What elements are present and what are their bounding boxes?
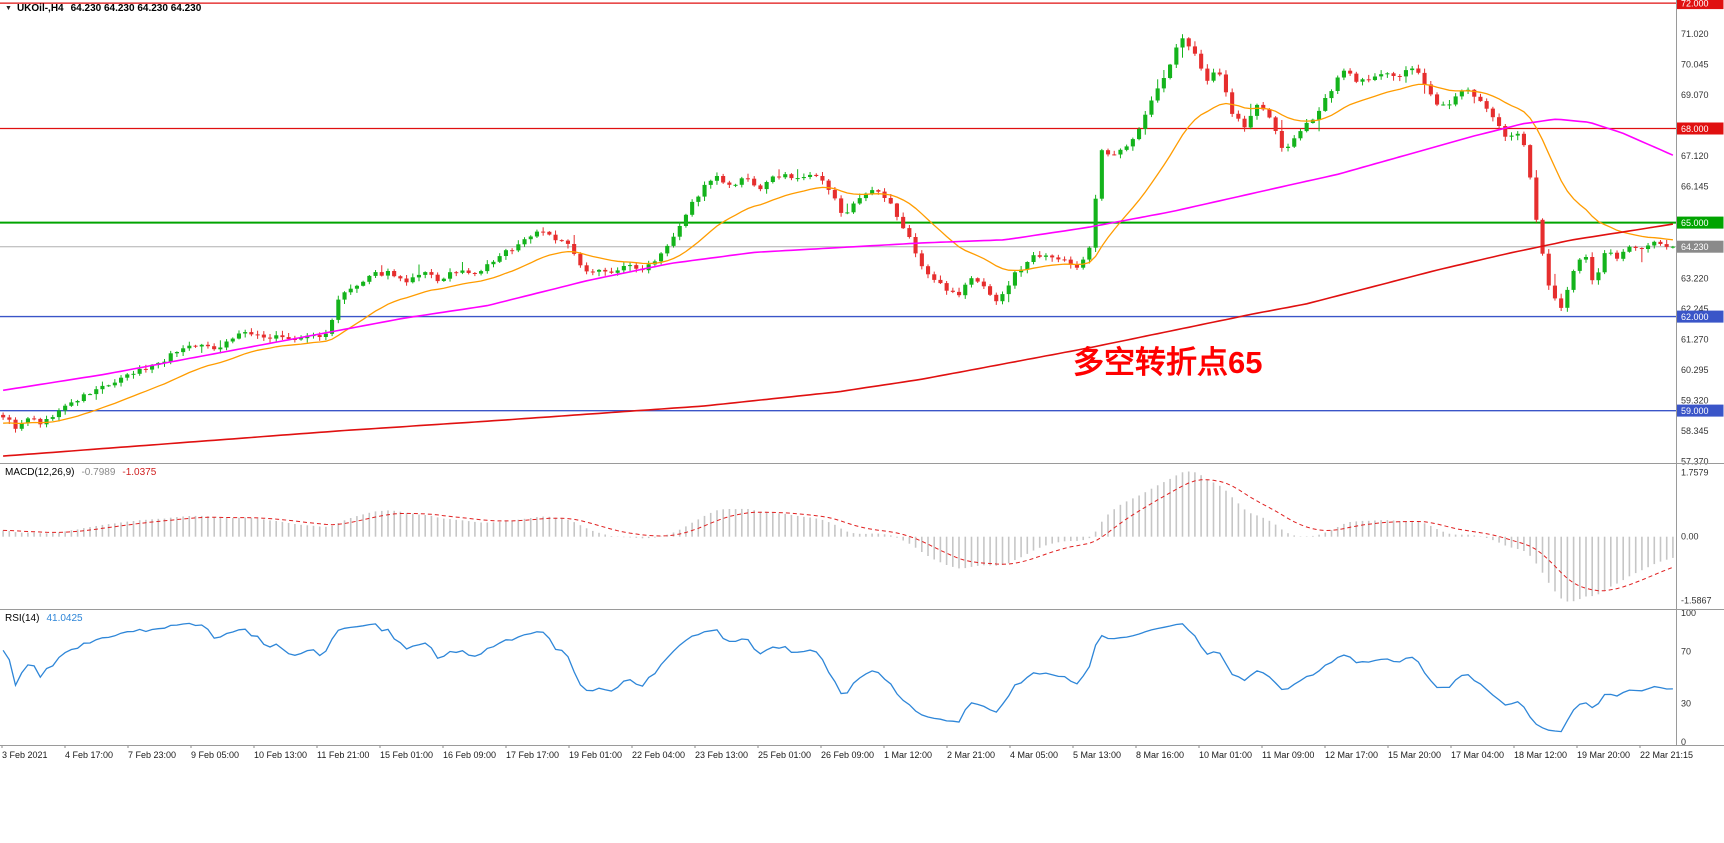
svg-text:1 Mar 12:00: 1 Mar 12:00	[884, 750, 932, 760]
time-axis-labels: 3 Feb 2021 4 Feb 17:00 7 Feb 23:00 9 Feb 05…	[1, 745, 1693, 760]
macd-histogram	[2, 471, 1674, 602]
price-badge-65.000	[1676, 216, 1724, 229]
panel-divider-time[interactable]	[0, 745, 1724, 746]
svg-text:63.220: 63.220	[1681, 273, 1709, 283]
svg-text:69.070: 69.070	[1681, 90, 1709, 100]
svg-text:70.045: 70.045	[1681, 59, 1709, 69]
svg-text:0: 0	[1681, 737, 1686, 747]
ma-medium-line	[2, 118, 1674, 392]
svg-text:65.000: 65.000	[1681, 218, 1709, 228]
price-badge-59.000	[1676, 404, 1724, 417]
svg-text:59.320: 59.320	[1681, 396, 1709, 406]
price-badge-72.000	[1676, 0, 1724, 10]
ohlc-values: 64.230 64.230 64.230 64.230	[70, 3, 202, 14]
annotation-text[interactable]: 多空转折点65	[1073, 345, 1263, 380]
svg-text:70: 70	[1681, 647, 1691, 657]
svg-text:7 Feb 23:00: 7 Feb 23:00	[128, 750, 176, 760]
macd-main-value: -0.7989	[81, 467, 116, 478]
svg-text:60.295: 60.295	[1681, 365, 1709, 375]
svg-text:18 Mar 12:00: 18 Mar 12:00	[1514, 750, 1567, 760]
macd-name: MACD(12,26,9)	[5, 467, 75, 478]
rsi-axis-labels: 100 70 30 0	[1681, 608, 1696, 747]
chart-header: ▼ UKOil-,H4 64.230 64.230 64.230 64.230	[5, 3, 201, 14]
svg-text:26 Feb 09:00: 26 Feb 09:00	[821, 750, 874, 760]
rsi-name: RSI(14)	[5, 613, 40, 624]
svg-text:-1.5867: -1.5867	[1681, 596, 1712, 606]
macd-signal-value: -1.0375	[122, 467, 157, 478]
svg-text:19 Feb 01:00: 19 Feb 01:00	[569, 750, 622, 760]
svg-text:23 Feb 13:00: 23 Feb 13:00	[695, 750, 748, 760]
horizontal-level-lines[interactable]	[0, 2, 1676, 412]
svg-text:2 Mar 21:00: 2 Mar 21:00	[947, 750, 995, 760]
svg-text:62.000: 62.000	[1681, 312, 1709, 322]
macd-signal-line	[3, 479, 1674, 592]
svg-text:25 Feb 01:00: 25 Feb 01:00	[758, 750, 811, 760]
svg-text:5 Mar 13:00: 5 Mar 13:00	[1073, 750, 1121, 760]
rsi-line	[2, 622, 1673, 733]
price-badge-62.000	[1676, 310, 1724, 323]
svg-text:58.345: 58.345	[1681, 426, 1709, 436]
svg-text:4 Feb 17:00: 4 Feb 17:00	[65, 750, 113, 760]
time-axis[interactable]	[0, 746, 1676, 764]
svg-text:10 Feb 13:00: 10 Feb 13:00	[254, 750, 307, 760]
price-axis-badges: 72.000 68.000 65.000 64.230 62.000 59.000	[1676, 0, 1724, 417]
svg-text:17 Feb 17:00: 17 Feb 17:00	[506, 750, 559, 760]
svg-text:0.00: 0.00	[1681, 532, 1699, 542]
price-axis-labels: 71.020 70.045 69.070 67.120 66.145 63.220 62.2…	[1681, 29, 1709, 467]
svg-text:15 Mar 20:00: 15 Mar 20:00	[1388, 750, 1441, 760]
svg-text:10 Mar 01:00: 10 Mar 01:00	[1199, 750, 1252, 760]
price-axis[interactable]	[1677, 0, 1724, 745]
ma-slow-line	[3, 223, 1674, 457]
svg-text:72.000: 72.000	[1681, 0, 1709, 9]
panel-divider-macd[interactable]	[0, 463, 1724, 464]
svg-text:1.7579: 1.7579	[1681, 468, 1709, 478]
price-axis-separator	[1676, 0, 1677, 745]
svg-text:8 Mar 16:00: 8 Mar 16:00	[1136, 750, 1184, 760]
svg-text:22 Mar 21:15: 22 Mar 21:15	[1640, 750, 1693, 760]
rsi-indicator-label: RSI(14) 41.0425	[5, 613, 83, 624]
price-badge-68.000	[1676, 122, 1724, 135]
svg-text:62.245: 62.245	[1681, 304, 1709, 314]
symbol-dropdown-icon[interactable]: ▼	[5, 5, 12, 12]
svg-text:59.000: 59.000	[1681, 406, 1709, 416]
svg-text:22 Feb 04:00: 22 Feb 04:00	[632, 750, 685, 760]
svg-text:19 Mar 20:00: 19 Mar 20:00	[1577, 750, 1630, 760]
svg-text:3 Feb 2021: 3 Feb 2021	[2, 750, 48, 760]
rsi-value: 41.0425	[46, 613, 83, 624]
svg-text:61.270: 61.270	[1681, 334, 1709, 344]
macd-axis-labels: 1.7579 0.00 -1.5867	[1681, 468, 1712, 606]
svg-text:100: 100	[1681, 608, 1696, 618]
svg-text:16 Feb 09:00: 16 Feb 09:00	[443, 750, 496, 760]
svg-text:11 Mar 09:00: 11 Mar 09:00	[1262, 750, 1314, 760]
svg-text:9 Feb 05:00: 9 Feb 05:00	[191, 750, 239, 760]
macd-indicator-label: MACD(12,26,9) -0.7989 -1.0375	[5, 467, 156, 478]
panel-divider-rsi[interactable]	[0, 609, 1724, 610]
svg-text:12 Mar 17:00: 12 Mar 17:00	[1325, 750, 1378, 760]
svg-text:11 Feb 21:00: 11 Feb 21:00	[317, 750, 369, 760]
price-badge-64.230	[1676, 240, 1724, 253]
svg-text:71.020: 71.020	[1681, 29, 1709, 39]
svg-text:4 Mar 05:00: 4 Mar 05:00	[1010, 750, 1058, 760]
svg-text:66.145: 66.145	[1681, 182, 1709, 192]
svg-text:68.000: 68.000	[1681, 124, 1709, 134]
svg-text:15 Feb 01:00: 15 Feb 01:00	[380, 750, 433, 760]
svg-text:67.120: 67.120	[1681, 151, 1709, 161]
svg-text:17 Mar 04:00: 17 Mar 04:00	[1451, 750, 1504, 760]
svg-text:30: 30	[1681, 698, 1691, 708]
svg-text:64.230: 64.230	[1681, 242, 1709, 252]
symbol-period-label: UKOil-,H4	[16, 3, 64, 14]
ma-fast-line	[3, 83, 1673, 425]
svg-text:57.370: 57.370	[1681, 457, 1709, 467]
candles-layer	[1, 34, 1675, 433]
